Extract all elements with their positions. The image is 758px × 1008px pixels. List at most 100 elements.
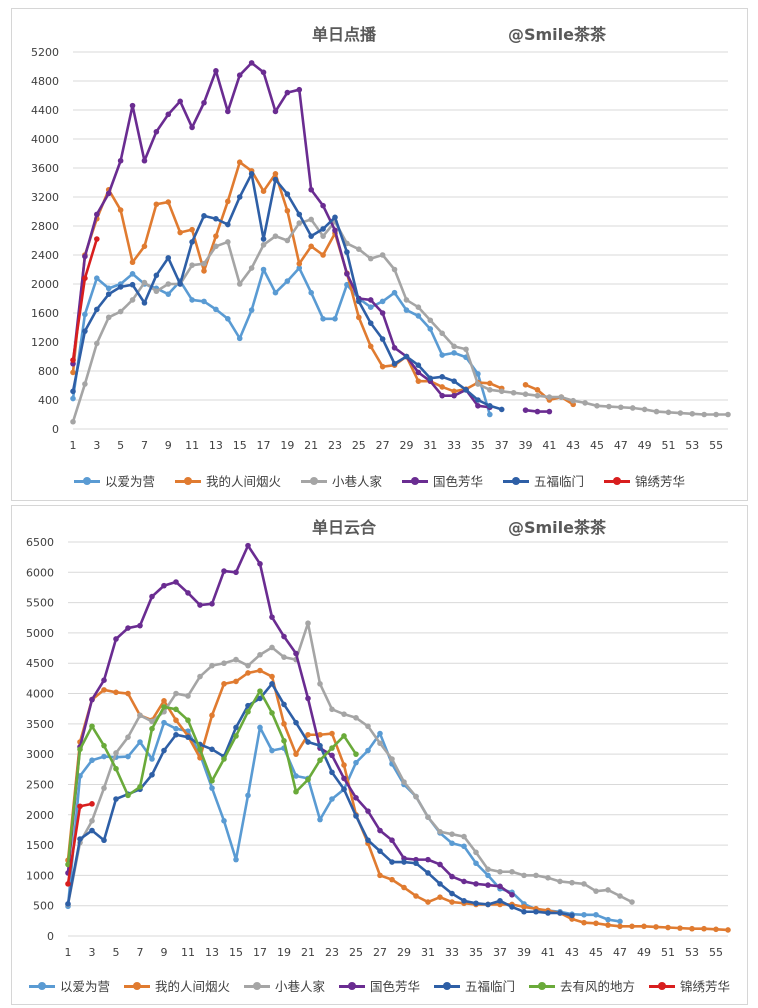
data-point: [213, 243, 219, 250]
data-point: [353, 794, 359, 801]
data-point: [65, 881, 71, 887]
data-point: [105, 190, 112, 197]
x-tick-label: 5: [113, 946, 120, 959]
data-point: [94, 211, 100, 218]
data-point: [296, 265, 303, 271]
data-point: [117, 308, 124, 315]
series-3: [70, 60, 553, 415]
data-point: [185, 717, 191, 724]
data-point: [260, 236, 267, 242]
legend-vod: 以爱为营 我的人间烟火 小巷人家 国色芳华 五福临门 锦绣芳华: [12, 471, 747, 490]
data-point: [332, 316, 338, 322]
data-point: [533, 908, 539, 915]
data-point: [209, 712, 215, 719]
data-point: [245, 662, 251, 669]
data-point: [269, 673, 275, 680]
data-point: [545, 910, 551, 916]
data-point: [161, 582, 167, 589]
data-point: [161, 698, 167, 704]
data-point: [341, 775, 347, 782]
data-point: [618, 404, 624, 411]
legend-swatch: [649, 980, 676, 992]
legend-item: 锦绣芳华: [649, 976, 730, 995]
data-point: [509, 891, 515, 898]
data-point: [569, 879, 575, 886]
data-point: [365, 747, 371, 754]
data-point: [113, 689, 119, 696]
y-tick-label: 6500: [26, 536, 54, 549]
data-point: [329, 796, 335, 802]
data-point: [401, 779, 407, 785]
y-tick-label: 800: [38, 365, 59, 378]
data-point: [308, 233, 314, 239]
x-tick-label: 13: [209, 439, 223, 452]
data-point: [641, 923, 647, 930]
data-point: [177, 98, 183, 105]
data-point: [82, 311, 88, 318]
data-point: [272, 176, 279, 183]
legend-swatch: [73, 475, 100, 487]
data-point: [153, 272, 160, 279]
data-point: [534, 408, 541, 415]
data-point: [356, 246, 362, 252]
data-point: [141, 300, 148, 306]
data-point: [353, 751, 359, 757]
data-point: [165, 199, 172, 205]
data-point: [606, 403, 612, 410]
data-point: [213, 68, 219, 74]
data-point: [233, 678, 239, 685]
data-point: [296, 211, 303, 218]
data-point: [389, 756, 395, 762]
legend-item: 五福临门: [434, 976, 515, 995]
data-point: [284, 207, 291, 214]
data-point: [293, 650, 299, 657]
data-point: [269, 747, 275, 754]
data-point: [189, 226, 195, 233]
data-point: [509, 868, 515, 875]
data-point: [545, 875, 551, 881]
data-point: [281, 701, 287, 708]
y-tick-label: 2800: [31, 220, 59, 233]
data-point: [65, 861, 71, 868]
series-5: [65, 688, 359, 868]
legend-swatch: [243, 980, 270, 992]
x-tick-label: 55: [709, 439, 723, 452]
x-tick-label: 49: [637, 946, 651, 959]
data-point: [510, 389, 517, 396]
data-point: [305, 776, 311, 783]
data-point: [581, 919, 587, 926]
data-point: [653, 408, 660, 415]
data-point: [473, 900, 479, 907]
data-point: [153, 128, 160, 135]
y-tick-label: 4000: [26, 688, 54, 701]
data-point: [236, 281, 243, 287]
data-point: [236, 194, 243, 200]
data-point: [281, 633, 287, 640]
data-point: [197, 602, 203, 608]
legend-swatch: [174, 475, 201, 487]
x-tick-label: 37: [495, 439, 509, 452]
data-point: [379, 336, 386, 342]
data-point: [449, 873, 455, 880]
legend-swatch: [503, 475, 530, 487]
data-point: [233, 569, 239, 576]
data-point: [209, 746, 215, 753]
data-point: [225, 108, 231, 115]
data-point: [451, 350, 457, 356]
legend-label: 五福临门: [534, 474, 585, 489]
x-tick-label: 1: [65, 946, 72, 959]
data-point: [129, 271, 136, 277]
data-point: [101, 837, 107, 844]
y-tick-label: 0: [52, 423, 59, 436]
data-point: [451, 388, 457, 395]
data-point: [272, 171, 279, 177]
x-tick-label: 55: [709, 946, 723, 959]
data-point: [221, 756, 227, 762]
legend-label: 国色芳华: [433, 474, 484, 489]
data-point: [269, 681, 275, 687]
x-tick-label: 43: [566, 439, 580, 452]
chart-panel-yunhe: 单日云合 @Smile茶茶 0 500 1000 1500 2000 2500 3000 3500…: [11, 505, 748, 1005]
data-point: [329, 769, 335, 776]
series-3: [65, 542, 515, 898]
data-point: [320, 202, 326, 209]
